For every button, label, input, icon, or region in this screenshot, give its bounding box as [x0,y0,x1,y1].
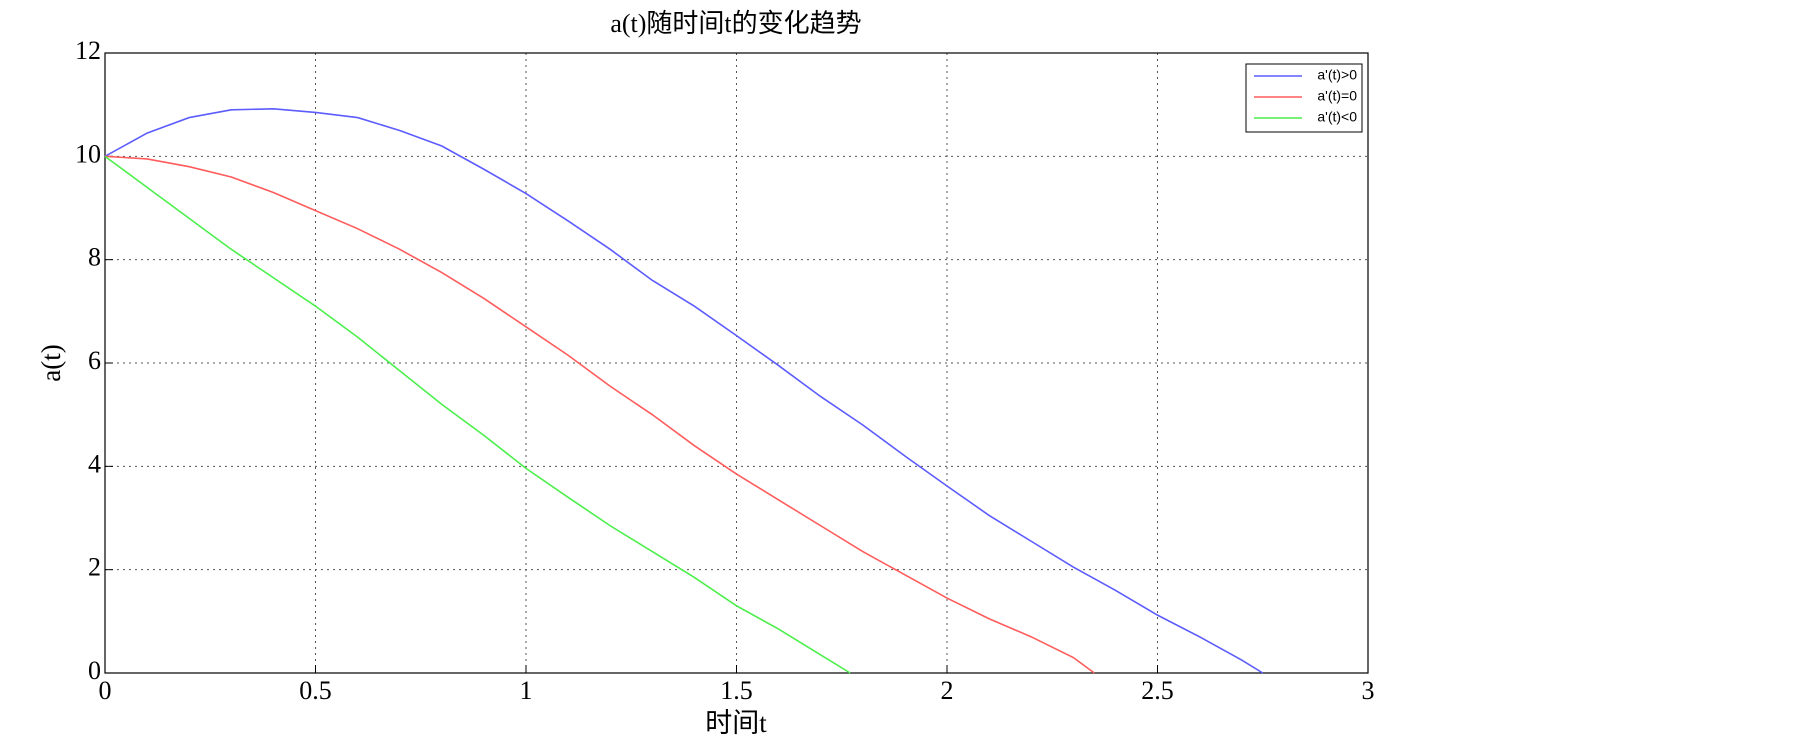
y-tick-label: 0 [88,656,101,685]
x-axis-label: 时间t [705,708,767,738]
x-tick-label: 0.5 [299,676,332,705]
y-tick-label: 4 [88,449,101,478]
legend-label: a'(t)>0 [1317,67,1357,83]
x-tick-label: 2.5 [1141,676,1174,705]
x-tick-label: 1.5 [720,676,753,705]
x-tick-label: 0 [99,676,112,705]
x-tick-label: 1 [520,676,533,705]
y-tick-label: 10 [75,139,101,168]
x-tick-label: 2 [941,676,954,705]
data-line [104,107,1264,674]
data-line [104,155,1095,674]
legend-label: a'(t)<0 [1317,109,1357,125]
x-tick-label: 3 [1362,676,1375,705]
y-tick-label: 12 [75,36,101,65]
y-axis-label: a(t) [36,344,66,381]
y-tick-label: 2 [88,553,101,582]
plot-frame [104,52,1369,674]
y-tick-label: 8 [88,243,101,272]
chart-title: a(t)随时间t的变化趋势 [610,9,861,38]
data-line [104,155,851,674]
legend-label: a'(t)=0 [1317,88,1357,104]
y-tick-label: 6 [88,346,101,375]
